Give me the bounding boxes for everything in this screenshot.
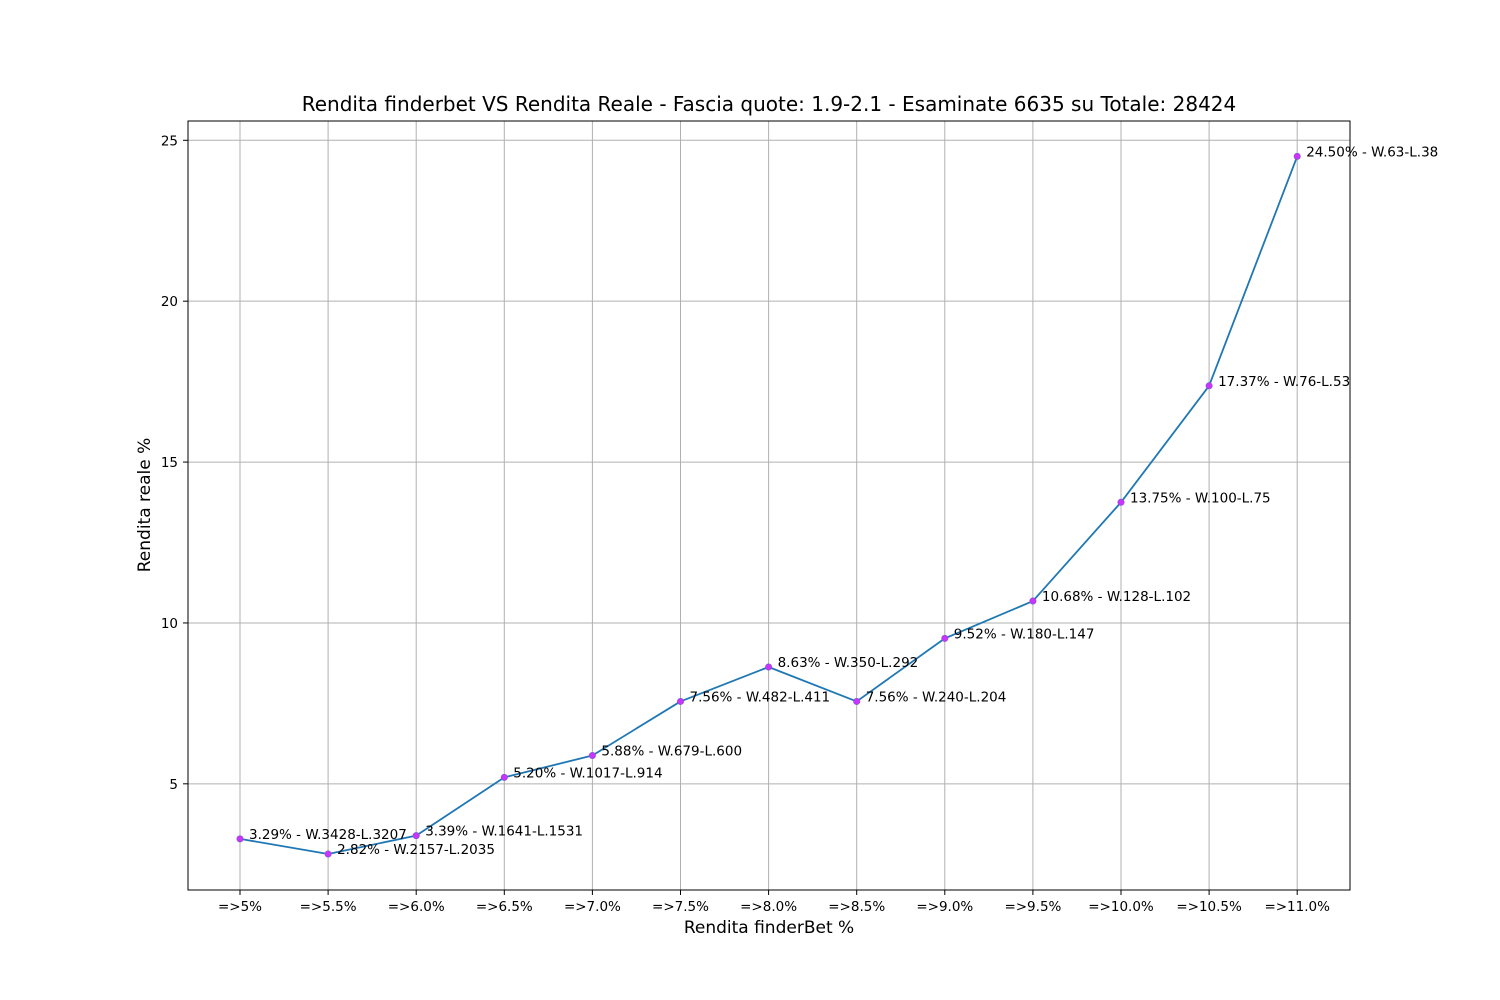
series-layer	[236, 152, 1301, 858]
data-point	[941, 634, 949, 642]
x-tick-label: =>10.5%	[1176, 899, 1242, 915]
data-point	[1293, 152, 1301, 160]
data-point-label: 5.20% - W.1017-L.914	[513, 765, 662, 781]
data-point	[1205, 382, 1213, 390]
data-point-label: 7.56% - W.240-L.204	[866, 689, 1007, 705]
x-tick-label: =>7.5%	[652, 899, 709, 915]
data-point-label: 9.52% - W.180-L.147	[954, 626, 1095, 642]
x-tick-label: =>7.0%	[564, 899, 621, 915]
x-axis-label: Rendita finderBet %	[684, 918, 854, 938]
y-tick-label: 5	[169, 777, 178, 793]
data-point-label: 17.37% - W.76-L.53	[1218, 374, 1350, 390]
x-tick-label: =>6.5%	[476, 899, 533, 915]
data-point-label: 3.29% - W.3428-L.3207	[249, 827, 407, 843]
data-point-label: 10.68% - W.128-L.102	[1042, 589, 1191, 605]
y-tick-label: 20	[161, 294, 178, 310]
chart-title: Rendita finderbet VS Rendita Reale - Fas…	[302, 92, 1237, 116]
axis-ticks: =>5% =>5.5% =>6.0% =>6.5% =>7.0% =>7.5% =>8.0%…	[161, 133, 1330, 915]
data-point-label: 13.75% - W.100-L.75	[1130, 490, 1271, 506]
y-axis-label: Rendita reale %	[135, 438, 155, 573]
x-tick-label: =>8.5%	[828, 899, 885, 915]
data-point	[412, 832, 420, 840]
data-point	[324, 850, 332, 858]
x-tick-label: =>9.5%	[1004, 899, 1061, 915]
x-tick-label: =>8.0%	[740, 899, 797, 915]
data-point-label: 8.63% - W.350-L.292	[778, 655, 919, 671]
data-point	[236, 835, 244, 843]
x-tick-label: =>5.5%	[300, 899, 357, 915]
data-point-label: 3.39% - W.1641-L.1531	[425, 824, 583, 840]
data-point	[588, 752, 596, 760]
data-point	[676, 697, 684, 705]
data-point-label: 24.50% - W.63-L.38	[1306, 144, 1438, 160]
data-point	[765, 663, 773, 671]
data-point	[1117, 498, 1125, 506]
grid	[188, 121, 1350, 890]
y-tick-label: 25	[161, 133, 178, 149]
y-tick-label: 10	[161, 616, 178, 632]
y-tick-label: 15	[161, 455, 178, 471]
data-point-label: 7.56% - W.482-L.411	[690, 689, 831, 705]
data-point-label: 2.82% - W.2157-L.2035	[337, 842, 495, 858]
x-tick-label: =>11.0%	[1264, 899, 1330, 915]
data-point	[500, 773, 508, 781]
x-tick-label: =>5%	[218, 899, 262, 915]
x-tick-label: =>10.0%	[1088, 899, 1154, 915]
x-tick-label: =>6.0%	[388, 899, 445, 915]
x-tick-label: =>9.0%	[916, 899, 973, 915]
data-point-label: 5.88% - W.679-L.600	[601, 744, 742, 760]
data-point	[1029, 597, 1037, 605]
data-point	[853, 697, 861, 705]
